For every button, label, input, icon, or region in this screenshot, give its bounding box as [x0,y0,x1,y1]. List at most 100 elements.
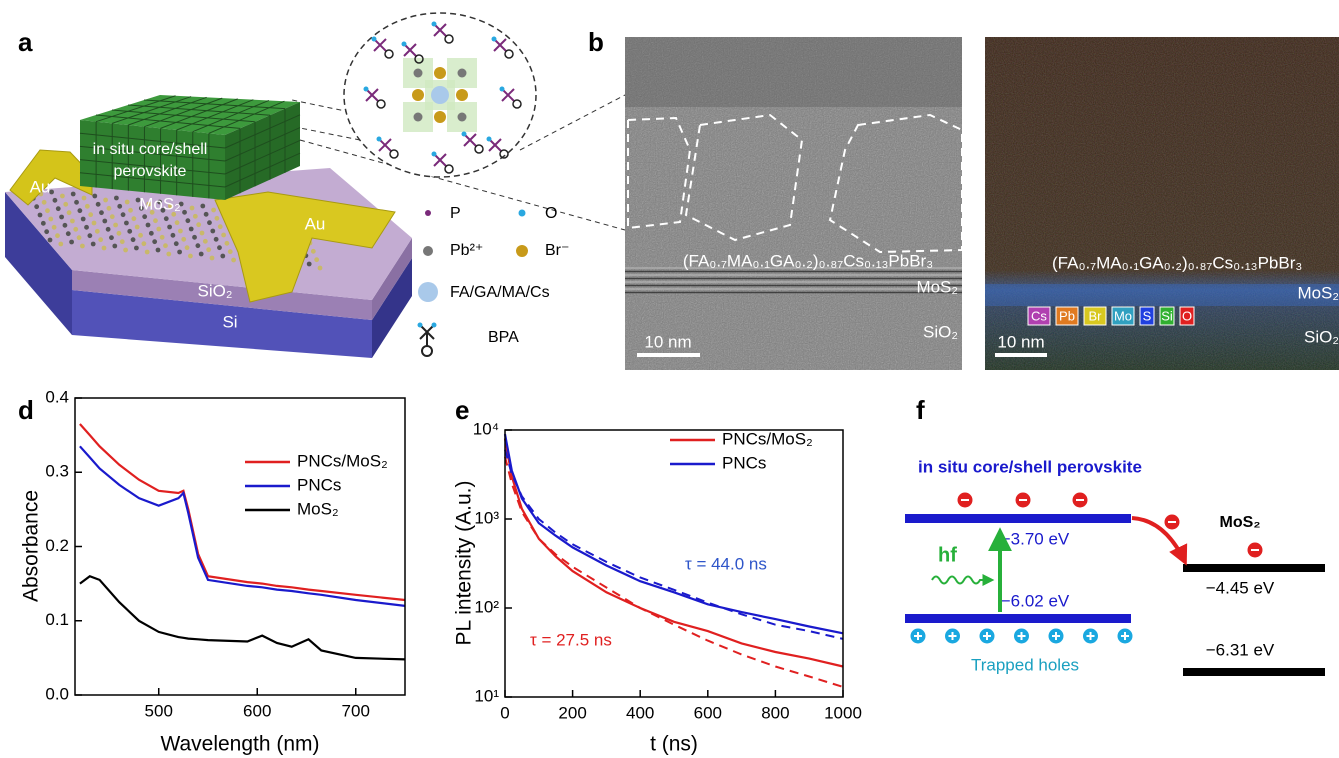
mos2-atom [210,229,215,234]
perovskite-label: in situ core/shell [93,141,208,158]
mos2-atom [192,235,197,240]
mos2-atom [146,223,151,228]
mos2-atom [92,194,97,199]
mos2-atom [193,214,198,219]
mos2-atom [52,225,57,230]
mos2-atom [69,240,74,245]
mos2-atom [142,214,147,219]
mos2-atom [174,241,179,246]
pb-atom [458,69,467,78]
mos2-atom [117,204,122,209]
mos2-atom [215,216,220,221]
y-tick-label: 10¹ [474,686,499,705]
x-tick-label: 500 [145,701,173,720]
mos2-atom [34,204,39,209]
mos2-atom [203,239,208,244]
mos2-atom [102,219,107,224]
sio2-label: SiO₂ [198,281,233,300]
mos2-atom [218,224,223,229]
mos2-atom [74,200,79,205]
mos2-atom [318,266,323,271]
legend-label: Br⁻ [545,242,569,259]
panel-label: e [455,395,469,425]
x-tick-label: 600 [694,703,722,722]
mos2-atom [200,204,205,209]
x-axis-label: Wavelength (nm) [160,733,319,756]
x-axis-label: t (ns) [650,733,698,756]
mos2-atom [48,217,53,222]
o-atom [377,137,382,142]
mos2-atom [231,258,236,263]
mos2-atom [190,206,195,211]
y-tick-label: 10⁴ [473,419,499,438]
device-schematic: in situ core/shell perovskite Au Au MoS₂… [5,95,412,358]
plot-frame [75,398,405,695]
o-atom [487,137,492,142]
o-atom [500,87,505,92]
mos2-atom [207,220,212,225]
zoom-line [520,95,625,150]
mos2-atom [44,229,49,234]
element-label: Br [1089,308,1103,323]
mos2-label: MoS₂ [916,277,958,296]
element-label: Cs [1031,308,1047,323]
x-tick-label: 1000 [824,703,862,722]
legend-label: BPA [488,329,519,346]
mos2-atom [135,225,140,230]
mos2-atom [206,247,211,252]
mos2-atom [220,254,225,259]
y-tick-label: 0.4 [45,387,69,406]
x-tick-label: 400 [626,703,654,722]
y-tick-label: 10³ [474,508,499,527]
mos2-cb [1183,564,1325,572]
mos2-atom [217,245,222,250]
mos2-atom [177,250,182,255]
mos2-atom [131,216,136,221]
tem-image: (FA₀.₇MA₀.₁GA₀.₂)₀.₈₇Cs₀.₁₃PbBr₃ MoS₂ Si… [625,37,962,370]
mos2-atom [91,242,96,247]
mos2-atom [214,237,219,242]
mos2-atom [113,223,118,228]
vb-level [905,614,1131,623]
photon-wave [932,577,992,584]
mos2-atom [199,252,204,257]
mos2-atom [221,233,226,238]
mos2-label: MoS₂ [139,194,181,213]
x-tick-label: 200 [558,703,586,722]
mos2-atom [77,208,82,213]
o-atom [492,37,497,42]
perovskite-label: perovskite [114,163,187,180]
mos2-atom [200,231,205,236]
o-atom [402,42,407,47]
mos2-atom [41,221,46,226]
mos2-atom [152,239,157,244]
pb-atom [414,69,423,78]
figure: a b c f in situ core/shell perovskite Au… [0,0,1339,758]
mos2-label: MoS₂ [1220,514,1261,531]
pb-atom [458,113,467,122]
mos2-band [985,284,1339,306]
legend-label: PNCs [297,475,341,494]
mos2-atom [92,221,97,226]
o-atom [372,37,377,42]
photon-label: hf [938,544,957,566]
formula: (FA₀.₇MA₀.₁GA₀.₂)₀.₈₇Cs₀.₁₃PbBr₃ [1052,253,1302,272]
mos2-atom [314,257,319,262]
mos2-atom [98,237,103,242]
mos2-atom [167,225,172,230]
zoom-line [300,128,360,140]
mos2-atom [225,241,230,246]
si-label: Si [222,312,237,331]
mos2-atom [67,210,72,215]
mos2-atom [95,229,100,234]
x-tick-label: 600 [243,701,271,720]
formula: (FA₀.₇MA₀.₁GA₀.₂)₀.₈₇Cs₀.₁₃PbBr₃ [683,251,933,270]
mos2-atom [59,215,64,220]
mos2-atom [124,221,129,226]
mos2-atom [156,227,161,232]
mos2-atom [123,248,128,253]
eds-map: (FA₀.₇MA₀.₁GA₀.₂)₀.₈₇Cs₀.₁₃PbBr₃ MoS₂ Si… [985,37,1339,370]
br-dot [516,245,528,257]
element-label: Mo [1114,308,1132,323]
